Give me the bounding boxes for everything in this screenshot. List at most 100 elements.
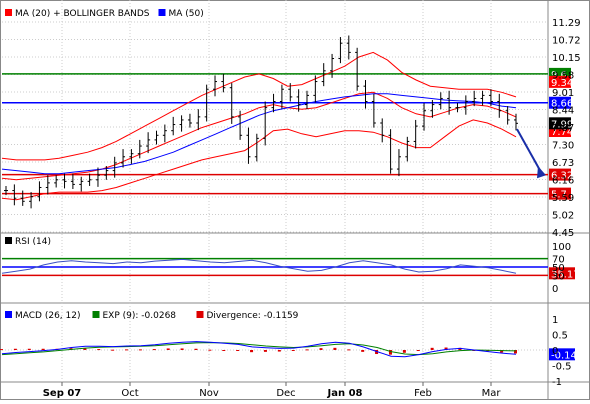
rsi-y-tick-label: 100 <box>552 242 571 253</box>
bollinger-upper-band <box>1 51 517 161</box>
divergence-bar <box>166 348 170 350</box>
divergence-bar <box>97 349 101 351</box>
rsi-y-tick-label: 0 <box>552 284 558 295</box>
rsi-y-tick-label: 50 <box>552 263 565 274</box>
divergence-bar <box>180 348 184 350</box>
divergence-bar <box>138 349 142 351</box>
divergence-bar <box>111 349 115 351</box>
divergence-bar <box>41 348 45 350</box>
price-tag-label: 7.74 <box>551 127 573 138</box>
macd-y-tick-label: 0.5 <box>552 331 568 342</box>
divergence-bar <box>0 349 3 351</box>
price-level-label: 9.6 <box>551 70 567 81</box>
exp-line <box>1 342 517 356</box>
divergence-bar <box>263 350 267 352</box>
price-y-tick-label: 7.30 <box>552 141 574 152</box>
price-level-tag <box>549 187 571 200</box>
divergence-bar <box>319 348 323 350</box>
ma50-line <box>1 93 517 175</box>
legend-swatch <box>158 9 166 16</box>
legend-label: RSI (14) <box>15 237 51 247</box>
divergence-bar <box>375 350 379 355</box>
trend-arrow <box>516 128 542 173</box>
divergence-bar <box>27 348 31 350</box>
price-level-tag <box>549 168 571 181</box>
divergence-bar <box>305 349 309 351</box>
x-axis-label: Jan 08 <box>327 388 363 399</box>
legend-layer: MA (20) + BOLLINGER BANDS MA (50) RSI (14)… <box>5 9 299 321</box>
price-tag <box>549 117 571 130</box>
rsi-current-tag <box>549 267 575 280</box>
macd-current-label: -0.14 <box>551 350 577 361</box>
price-y-tick-label: 9.01 <box>552 88 574 99</box>
x-axis-label: Feb <box>414 388 432 399</box>
price-level-label: 8.66 <box>551 99 573 110</box>
rsi-y-tick-label: 70 <box>552 255 565 266</box>
rsi-line <box>1 258 517 274</box>
legend-swatch <box>92 311 100 318</box>
divergence-bar <box>208 349 212 351</box>
price-y-tick-label: 4.45 <box>552 228 574 239</box>
price-level-label: 6.32 <box>551 171 573 182</box>
rsi-current-label: 35.17 <box>551 269 580 280</box>
price-y-tick-label: 5.02 <box>552 211 574 222</box>
divergence-bar <box>347 349 351 351</box>
price-tag-label: 7.99 <box>551 119 573 130</box>
macd-panel: -0.14 <box>0 341 577 361</box>
price-level-tag <box>549 96 571 109</box>
price-y-tick-label: 6.16 <box>552 176 574 187</box>
macd-current-tag <box>549 348 575 361</box>
price-y-tick-label: 10.72 <box>552 36 581 47</box>
macd-line <box>1 341 517 358</box>
divergence-bar <box>333 347 337 350</box>
price-y-tick-label: 11.29 <box>552 18 581 29</box>
axis-layer: Sep 07 Oct Nov Dec Jan 08 Feb Mar11.2910.7210.… <box>43 18 581 399</box>
legend-label: MA (50) <box>169 9 204 19</box>
rsi-y-tick-label: 30 <box>552 271 565 282</box>
divergence-bar <box>388 350 392 355</box>
rsi-panel: 35.17 <box>1 257 580 280</box>
macd-y-tick-label: 0 <box>552 346 558 357</box>
divergence-bar <box>13 348 17 350</box>
trend-arrowhead <box>537 166 546 179</box>
divergence-bar <box>222 350 226 351</box>
x-axis-label: Mar <box>482 388 502 399</box>
divergence-bar <box>361 350 365 352</box>
divergence-bar <box>250 350 254 353</box>
price-y-tick-label: 10.15 <box>552 53 581 64</box>
divergence-bar <box>430 347 434 350</box>
price-tag <box>549 75 571 88</box>
divergence-bar <box>194 348 198 350</box>
divergence-bar <box>291 350 295 351</box>
price-y-tick-label: 5.59 <box>552 193 574 204</box>
x-axis-label: Nov <box>199 388 219 399</box>
x-axis-label: Oct <box>121 388 138 399</box>
divergence-bar <box>500 350 504 353</box>
legend-label: Divergence: -0.1159 <box>207 311 299 321</box>
bollinger-lower-band <box>1 119 517 201</box>
legend-swatch <box>5 237 12 244</box>
price-y-tick-label: 8.44 <box>552 106 574 117</box>
macd-y-tick-label: -0.5 <box>552 362 572 373</box>
macd-y-tick-label: -1 <box>552 377 562 388</box>
legend-swatch <box>5 311 12 318</box>
legend-label: MACD (26, 12) <box>15 311 81 321</box>
legend-label: EXP (9): -0.0268 <box>103 311 177 321</box>
divergence-bar <box>416 350 420 351</box>
divergence-bar <box>277 350 281 352</box>
divergence-bar <box>236 350 240 351</box>
x-axis-label: Sep 07 <box>43 388 82 399</box>
divergence-bar <box>152 349 156 351</box>
price-y-tick-label: 6.73 <box>552 158 574 169</box>
divergence-bar <box>514 350 517 354</box>
legend-swatch <box>196 311 204 318</box>
price-panel: 9.6 8.66 6.32 5.7 9.34 7.747.99 <box>1 35 573 209</box>
price-y-tick-label: 7.87 <box>552 123 574 134</box>
macd-y-tick-label: 1 <box>552 315 558 326</box>
price-level-label: 5.7 <box>551 190 567 201</box>
ma20-line <box>1 91 517 181</box>
